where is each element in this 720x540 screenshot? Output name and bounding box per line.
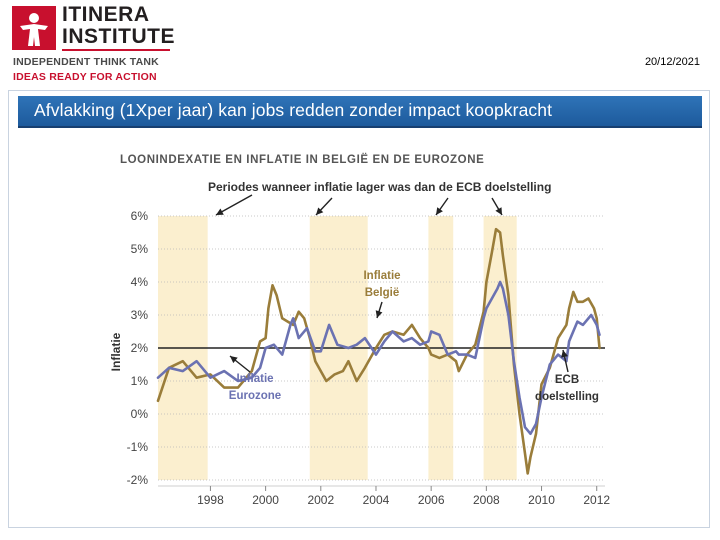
slide-title: Afvlakking (1Xper jaar) kan jobs redden … bbox=[34, 100, 553, 120]
label-ecb-line2: doelstelling bbox=[535, 391, 599, 403]
callout-arrow-3-head bbox=[436, 207, 443, 215]
slide-date: 20/12/2021 bbox=[644, 56, 700, 68]
eurozone-label-arrow-head bbox=[230, 356, 238, 364]
callout-arrow-4-head bbox=[495, 207, 502, 215]
belgium-label-arrow-head bbox=[375, 310, 383, 318]
x-tick-label: 2002 bbox=[307, 493, 334, 507]
x-tick-label: 2004 bbox=[363, 493, 390, 507]
label-inflatie-belgie-line2: België bbox=[365, 287, 400, 299]
chart-title: LOONINDEXATIE EN INFLATIE IN BELGIË EN D… bbox=[120, 153, 484, 166]
x-tick-label: 2000 bbox=[252, 493, 279, 507]
label-ecb-line1: ECB bbox=[555, 374, 579, 386]
y-axis-title: Inflatie bbox=[109, 332, 123, 371]
y-tick-label: 4% bbox=[131, 275, 149, 289]
ecb-label-arrow-head bbox=[561, 350, 568, 358]
y-tick-label: 6% bbox=[131, 209, 149, 223]
logo-tagline-ideas: IDEAS READY FOR ACTION bbox=[13, 71, 157, 83]
itinera-emblem-icon bbox=[12, 6, 56, 50]
label-inflatie-eurozone-line1: Inflatie bbox=[236, 373, 273, 385]
label-inflatie-belgie-line1: Inflatie bbox=[363, 270, 400, 282]
y-tick-label: 1% bbox=[131, 374, 149, 388]
y-tick-label: 5% bbox=[131, 242, 149, 256]
label-inflatie-eurozone-line2: Eurozone bbox=[229, 390, 281, 402]
series-line-inflatie-eurozone bbox=[156, 280, 601, 436]
shaded-periods-note: Periodes wanneer inflatie lager was dan … bbox=[208, 180, 551, 194]
slide-title-bar: Afvlakking (1Xper jaar) kan jobs redden … bbox=[18, 96, 702, 128]
x-tick-label: 2012 bbox=[583, 493, 610, 507]
logo-divider bbox=[62, 49, 170, 51]
x-tick-label: 2008 bbox=[473, 493, 500, 507]
callout-arrow-2-head bbox=[316, 207, 324, 215]
y-tick-label: 0% bbox=[131, 407, 149, 421]
x-tick-label: 2006 bbox=[418, 493, 445, 507]
x-tick-label: 2010 bbox=[528, 493, 555, 507]
inflation-chart: LOONINDEXATIE EN INFLATIE IN BELGIË EN D… bbox=[109, 153, 610, 507]
callout-arrow-1-head bbox=[216, 208, 224, 215]
x-tick-label: 1998 bbox=[197, 493, 224, 507]
y-tick-label: -2% bbox=[127, 473, 149, 487]
y-tick-label: 3% bbox=[131, 308, 149, 322]
logo-tagline-think-tank: INDEPENDENT THINK TANK bbox=[13, 56, 159, 68]
y-tick-label: 2% bbox=[131, 341, 149, 355]
logo-text-institute: INSTITUTE bbox=[62, 25, 175, 48]
logo-text-itinera: ITINERA bbox=[62, 3, 150, 26]
y-tick-label: -1% bbox=[127, 440, 149, 454]
itinera-logo[interactable]: ITINERA INSTITUTE INDEPENDENT THINK TANK… bbox=[10, 4, 175, 84]
